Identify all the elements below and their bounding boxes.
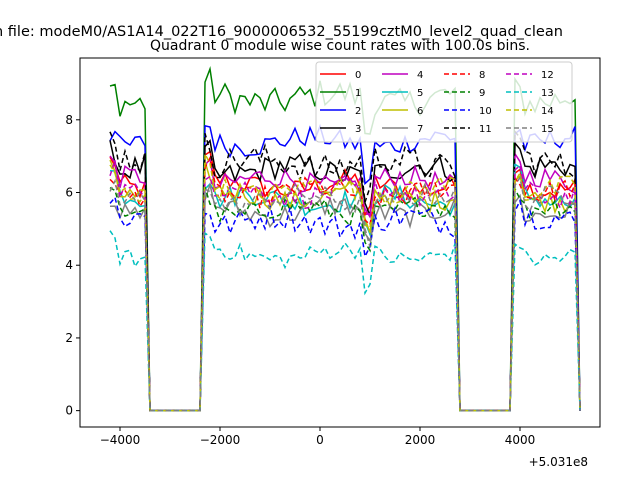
legend-label: 11 xyxy=(479,124,492,135)
legend-label: 5 xyxy=(417,88,423,99)
chart-title: Quadrant 0 module wise count rates with … xyxy=(150,38,530,54)
legend-label: 14 xyxy=(541,106,554,117)
x-tick-label: 2000 xyxy=(405,433,436,447)
legend-label: 3 xyxy=(355,124,361,135)
plot-frame xyxy=(79,57,601,428)
x-offset-label: +5.031e8 xyxy=(529,455,588,469)
x-tick-label: −4000 xyxy=(100,433,141,447)
y-tick-label: 6 xyxy=(65,186,73,200)
series-layer xyxy=(109,66,581,412)
series-line-15 xyxy=(109,175,581,412)
legend-label: 6 xyxy=(417,106,423,117)
legend-label: 4 xyxy=(417,70,423,81)
y-tick-label: 2 xyxy=(65,331,73,345)
legend-label: 12 xyxy=(541,70,554,81)
legend-label: 13 xyxy=(541,88,554,99)
y-tick-label: 0 xyxy=(65,404,73,418)
y-axis: 0 2 4 6 8 xyxy=(65,113,80,418)
y-tick-label: 4 xyxy=(65,258,73,272)
x-tick-label: −2000 xyxy=(200,433,241,447)
legend-label: 7 xyxy=(417,124,423,135)
x-axis: −4000 −2000 0 2000 4000 xyxy=(100,427,536,447)
legend-label: 2 xyxy=(355,106,361,117)
x-tick-label: 4000 xyxy=(505,433,536,447)
legend-label: 10 xyxy=(479,106,492,117)
y-tick-label: 8 xyxy=(65,113,73,127)
legend-box xyxy=(315,61,573,143)
legend-label: 9 xyxy=(479,88,485,99)
legend-label: 0 xyxy=(355,70,361,81)
legend-label: 1 xyxy=(355,88,361,99)
figure-suptitle: n file: modeM0/AS1A14_022T16_9000006532_… xyxy=(0,24,563,40)
legend-label: 15 xyxy=(541,124,554,135)
series-line-14 xyxy=(109,153,581,412)
series-line-9 xyxy=(109,186,581,412)
legend-label: 8 xyxy=(479,70,485,81)
x-tick-label: 0 xyxy=(316,433,324,447)
